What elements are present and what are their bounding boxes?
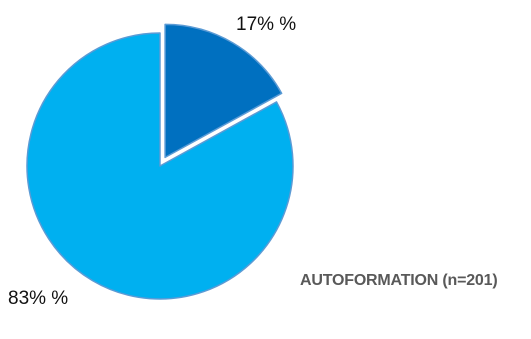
slice-label-17: 17% % [236, 14, 296, 36]
slice-label-83: 83% % [8, 288, 68, 310]
chart-title: AUTOFORMATION (n=201) [300, 272, 497, 290]
